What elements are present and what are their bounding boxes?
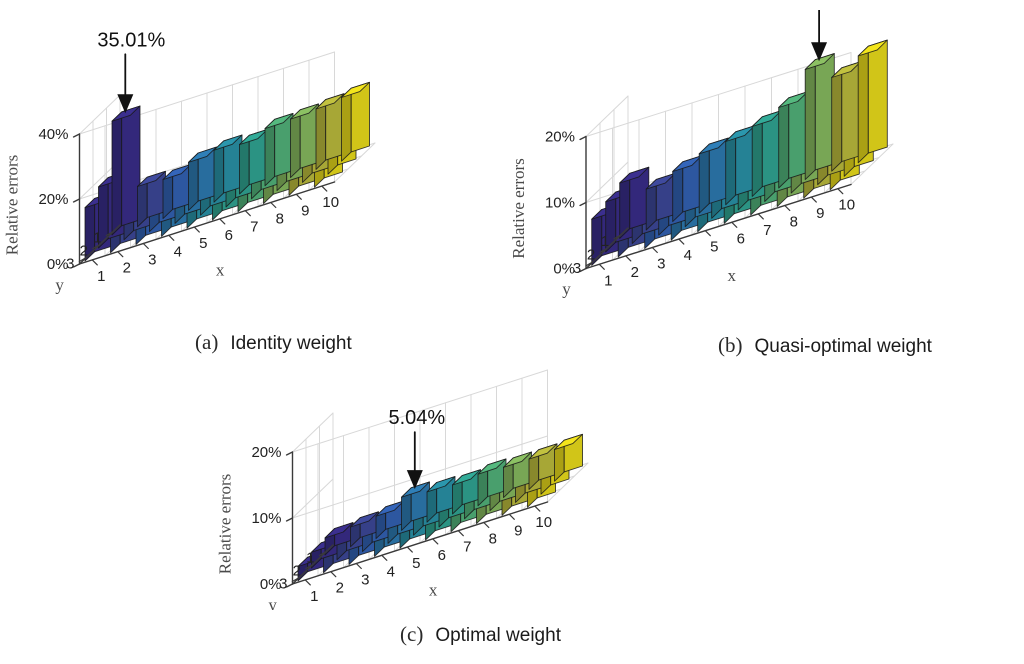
svg-text:Relative errors: Relative errors (216, 474, 235, 575)
svg-text:8: 8 (790, 214, 798, 231)
svg-text:6: 6 (737, 230, 745, 247)
svg-text:2: 2 (123, 260, 131, 277)
svg-text:7: 7 (463, 539, 471, 556)
svg-text:5.04%: 5.04% (388, 407, 445, 429)
svg-text:x: x (429, 580, 438, 599)
svg-text:8: 8 (489, 531, 497, 548)
svg-text:10%: 10% (251, 510, 281, 527)
svg-text:3: 3 (148, 252, 156, 269)
svg-text:20%: 20% (545, 129, 575, 146)
caption-text-c: Optimal weight (435, 625, 561, 646)
svg-text:0%: 0% (260, 576, 282, 593)
svg-text:20%: 20% (38, 191, 68, 208)
svg-text:1: 1 (97, 268, 105, 285)
svg-text:y: y (268, 595, 277, 610)
svg-text:3: 3 (657, 256, 665, 273)
svg-text:6: 6 (438, 547, 446, 564)
caption-panel-c: (c) Optimal weight (400, 622, 561, 647)
svg-text:4: 4 (684, 247, 692, 264)
svg-text:2: 2 (631, 264, 639, 281)
caption-tag-a: (a) (195, 330, 219, 354)
svg-text:10: 10 (535, 514, 552, 531)
svg-text:0%: 0% (553, 261, 575, 278)
caption-panel-a: (a) Identity weight (195, 330, 352, 355)
svg-text:0%: 0% (47, 256, 69, 273)
svg-text:3: 3 (279, 576, 287, 593)
svg-text:7: 7 (763, 222, 771, 239)
svg-text:4: 4 (174, 243, 182, 260)
svg-text:Relative errors: Relative errors (3, 155, 22, 256)
svg-text:9: 9 (514, 522, 522, 539)
svg-text:10: 10 (838, 197, 855, 214)
svg-text:x: x (216, 260, 225, 279)
svg-text:3: 3 (573, 260, 581, 277)
svg-text:2: 2 (587, 246, 595, 263)
svg-text:9: 9 (816, 205, 824, 222)
svg-text:2: 2 (336, 580, 344, 597)
svg-text:9: 9 (301, 202, 309, 219)
caption-text-a: Identity weight (230, 333, 352, 354)
svg-text:1: 1 (306, 550, 314, 567)
svg-text:35.01%: 35.01% (97, 29, 165, 51)
svg-text:3: 3 (361, 572, 369, 589)
svg-text:7: 7 (250, 219, 258, 236)
svg-text:3: 3 (66, 256, 74, 273)
svg-text:8: 8 (276, 211, 284, 228)
svg-text:1: 1 (601, 233, 609, 250)
caption-tag-c: (c) (400, 622, 424, 646)
svg-text:2: 2 (293, 563, 301, 580)
svg-text:y: y (562, 279, 571, 298)
svg-text:10%: 10% (545, 195, 575, 212)
svg-text:x: x (728, 266, 737, 285)
svg-text:10: 10 (322, 194, 339, 211)
svg-text:5: 5 (710, 239, 718, 256)
panel-identity-weight: 0% 20% 40% 1 2 3 4 5 6 7 8 9 10 1 2 3 x y Relative errors 3… (0, 20, 470, 320)
svg-text:1: 1 (93, 230, 101, 247)
caption-panel-b: (b) Quasi-optimal weight (718, 333, 932, 358)
panel-optimal-weight: 0% 10% 20% 1 2 3 4 5 6 7 8 9 10 1 2 3 x y Relative errors 5… (215, 360, 685, 610)
svg-text:20%: 20% (251, 444, 281, 461)
svg-text:1: 1 (310, 588, 318, 605)
svg-text:5: 5 (412, 555, 420, 572)
svg-text:6: 6 (225, 227, 233, 244)
svg-text:40%: 40% (38, 126, 68, 143)
svg-text:4: 4 (387, 563, 395, 580)
svg-text:y: y (55, 275, 64, 294)
svg-text:Relative errors: Relative errors (509, 158, 528, 259)
svg-text:1: 1 (604, 272, 612, 289)
caption-text-b: Quasi-optimal weight (754, 336, 932, 357)
caption-tag-b: (b) (718, 333, 743, 357)
svg-text:5: 5 (199, 235, 207, 252)
svg-text:2: 2 (80, 243, 88, 260)
